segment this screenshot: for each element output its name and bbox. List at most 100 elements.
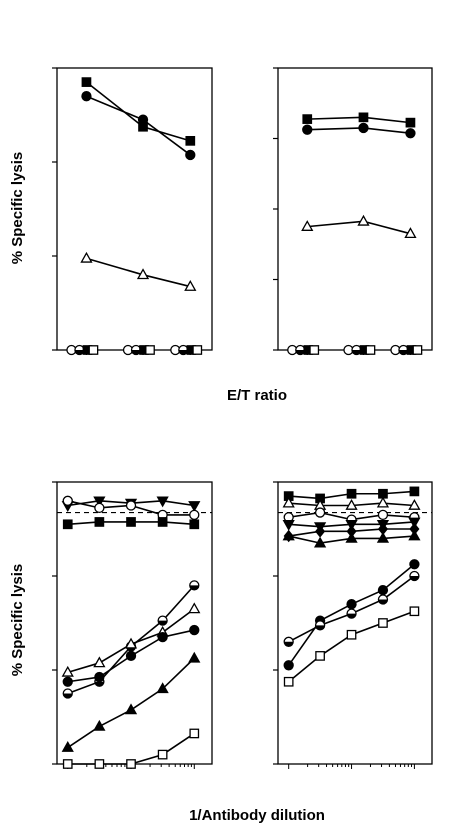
panel-C-point-triangle-filled — [188, 651, 201, 663]
panel-A-point-square-open — [192, 345, 203, 355]
panel-A-point-square-open — [145, 345, 155, 355]
panel-C-point-triangle-down-filled — [188, 501, 201, 513]
panel-C-point-circle-open — [189, 509, 200, 521]
panel-D-point-circle-filled — [377, 584, 389, 596]
panel-D-point-triangle-filled — [282, 529, 295, 541]
panel-B-point-circle-half — [295, 344, 306, 356]
panel-C-point-circle-filled — [94, 671, 105, 683]
panel-A-point-square-open — [88, 345, 99, 355]
panel-B-point-triangle-open — [404, 227, 417, 239]
panel-D-point-square-filled — [346, 488, 357, 499]
panel-A-point-circle-half — [130, 344, 142, 356]
panel-C-point-circle-filled — [189, 624, 200, 636]
panel-C-point-square-filled — [189, 519, 200, 530]
panel-C-point-square-open — [157, 749, 168, 760]
panel-D-point-triangle-filled — [408, 529, 421, 541]
panel-A-series-line-square-filled — [85, 81, 191, 142]
panel-C-point-circle-open — [62, 495, 73, 506]
panel-C-point-square-filled — [94, 517, 105, 527]
panel-C-point-circle-filled — [125, 650, 137, 662]
panel-B-point-circle-filled — [405, 128, 416, 139]
panel-A-point-triangle-open — [136, 268, 150, 280]
panel-D-point-circle-half — [409, 570, 420, 582]
panel-D-point-triangle-down-filled — [282, 519, 295, 531]
panel-A-point-circle-filled — [81, 91, 92, 102]
panel-C-point-square-open — [189, 728, 200, 739]
panel-C-point-triangle-down-filled — [93, 496, 106, 508]
panel-C-point-triangle-filled — [124, 703, 138, 715]
top-x-axis-title: E/T ratio — [227, 387, 287, 404]
panel-A-point-circle-filled — [185, 149, 196, 161]
panel-D-point-triangle-filled — [345, 531, 358, 543]
panel-C-point-circle-filled — [62, 676, 73, 687]
panel-D-point-triangle-open — [282, 496, 295, 508]
panel-A-point-square-filled — [81, 77, 92, 87]
panel-C-point-triangle-open — [124, 637, 138, 649]
panel-B-point-square-filled — [405, 117, 416, 128]
panel-C-point-circle-half — [189, 580, 200, 591]
panel-C-point-triangle-filled — [61, 741, 74, 752]
panel-D-point-circle-half — [377, 594, 389, 605]
panel-C-point-circle-half — [157, 615, 168, 626]
panel-D-point-circle-filled — [409, 559, 420, 570]
panel-D-point-circle-open — [314, 507, 326, 518]
panel-B-point-square-open — [309, 345, 320, 355]
panel-D-point-circle-filled — [346, 599, 357, 610]
bottom-x-axis-title: 1/Antibody dilution — [189, 807, 325, 824]
panel-D-point-circle-half — [314, 620, 326, 631]
panel-D-point-square-open — [378, 618, 388, 628]
panel-B-point-circle-half — [398, 344, 409, 356]
panel-C-point-triangle-open — [61, 665, 74, 677]
panel-B-plot-frame — [277, 67, 433, 351]
panel-B-point-square-filled — [358, 112, 369, 123]
panel-C-point-square-open — [126, 759, 136, 769]
panel-B-point-triangle-open — [357, 214, 370, 226]
panel-D-point-triangle-filled — [376, 531, 390, 543]
panel-C-series-line-triangle-filled — [67, 657, 195, 749]
panel-A-point-circle-half — [178, 344, 189, 356]
panel-C-point-square-filled — [126, 517, 136, 527]
bottom-y-axis-title: % Specific lysis — [9, 564, 26, 677]
panel-C-point-square-open — [62, 759, 73, 769]
panel-D-point-triangle-open — [376, 496, 390, 508]
panel-C-point-square-filled — [62, 519, 73, 530]
panel-A-series-line-triangle-open — [86, 257, 191, 288]
panel-C-point-triangle-open — [93, 656, 106, 668]
panel-C-point-circle-filled — [157, 631, 168, 643]
panel-C-point-square-open — [94, 759, 105, 769]
panel-C-point-square-filled — [157, 517, 168, 527]
panel-C-point-circle-open — [94, 502, 105, 514]
panel-D-plot-frame — [277, 481, 433, 765]
panel-D-point-triangle-filled — [313, 536, 327, 548]
panel-D-point-triangle-down-filled — [345, 519, 358, 531]
panel-B-point-square-filled — [302, 114, 313, 124]
panel-C-point-circle-open — [125, 500, 137, 511]
panel-D-point-diamond-filled — [315, 525, 326, 538]
panel-B-point-circle-filled — [358, 122, 369, 134]
panel-B-point-square-open — [412, 345, 423, 355]
panel-D-series-line-square-open — [288, 610, 415, 683]
panel-D-point-circle-half — [346, 608, 357, 619]
panel-D-point-square-filled — [409, 486, 420, 497]
top-y-axis-title: % Specific lysis — [9, 152, 26, 265]
panel-D-point-square-open — [315, 651, 325, 661]
panel-D-point-circle-open — [377, 509, 389, 521]
panel-C-point-triangle-open — [188, 602, 201, 614]
panel-A-point-square-filled — [185, 135, 196, 146]
panel-B-point-circle-filled — [302, 124, 313, 135]
panel-D-point-square-open — [346, 629, 357, 640]
panel-D-point-circle-half — [283, 636, 294, 647]
panel-C-point-triangle-filled — [93, 719, 106, 731]
panel-A-point-triangle-open — [184, 280, 197, 291]
panel-A-plot-frame — [56, 67, 213, 351]
panel-C-point-triangle-down-filled — [156, 496, 169, 508]
panel-D-point-triangle-down-filled — [408, 517, 421, 529]
panel-D-point-triangle-open — [408, 498, 421, 510]
panel-A-point-triangle-open — [80, 251, 93, 263]
panel-D-point-square-open — [283, 676, 294, 687]
panel-D-point-triangle-open — [345, 498, 358, 510]
panel-B-point-circle-half — [351, 344, 362, 356]
panel-C-point-circle-half — [62, 688, 73, 699]
panel-B-point-triangle-open — [301, 220, 314, 231]
